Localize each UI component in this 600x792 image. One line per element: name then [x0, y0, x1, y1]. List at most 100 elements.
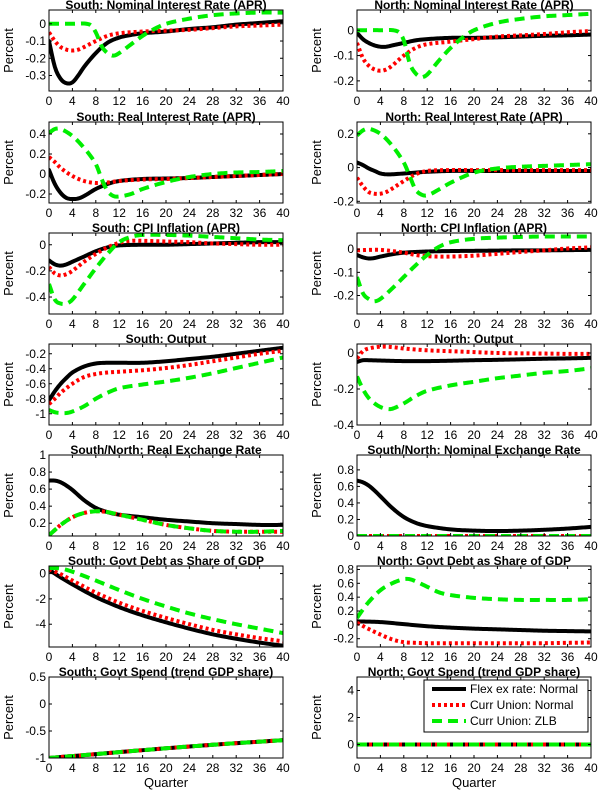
- panel-title: North: CPI Inflation (APR): [401, 221, 547, 235]
- y-axis-label: Percent: [1, 140, 16, 185]
- x-tick-label: 4: [69, 650, 76, 664]
- x-tick-label: 16: [136, 317, 150, 331]
- y-tick-label: -2: [35, 592, 46, 606]
- y-axis-label: Percent: [1, 362, 16, 407]
- y-tick-label: 0: [347, 529, 354, 543]
- x-tick-label: 40: [584, 94, 598, 108]
- x-tick-label: 20: [159, 650, 173, 664]
- x-tick-label: 16: [444, 428, 458, 442]
- x-tick-label: 28: [206, 317, 220, 331]
- y-tick-label: -0.3: [25, 68, 46, 82]
- x-tick-label: 36: [253, 94, 267, 108]
- panel-title: North: Output: [435, 332, 514, 346]
- x-tick-label: 0: [46, 317, 53, 331]
- y-tick-label: -0.2: [333, 74, 354, 88]
- x-tick-label: 28: [514, 206, 528, 220]
- x-tick-label: 12: [113, 761, 127, 775]
- x-tick-label: 8: [92, 650, 99, 664]
- series-flex-normal-line: [49, 240, 283, 268]
- y-tick-label: -0.1: [333, 49, 354, 63]
- legend-label: Curr Union: Normal: [470, 698, 573, 712]
- plot-area: [49, 345, 283, 416]
- panel-title: North: Govt Debt as Share of GDP: [377, 554, 571, 568]
- x-tick-label: 32: [230, 761, 244, 775]
- series-cu-normal-line: [357, 344, 591, 360]
- y-tick-label: -0.2: [25, 187, 46, 201]
- x-tick-label: 36: [253, 539, 267, 553]
- x-tick-label: 32: [538, 650, 552, 664]
- panel-title: South: Real Interest Rate (APR): [76, 110, 255, 124]
- x-tick-label: 4: [377, 317, 384, 331]
- x-tick-label: 24: [183, 206, 197, 220]
- series-cu-zlb-line: [49, 126, 283, 199]
- x-tick-label: 16: [444, 206, 458, 220]
- x-tick-label: 24: [491, 428, 505, 442]
- y-tick-label: 0.4: [29, 499, 46, 513]
- y-tick-label: 0: [347, 618, 354, 632]
- x-tick-label: 4: [69, 317, 76, 331]
- x-tick-label: 0: [46, 539, 53, 553]
- panel-title: South: Govt Spend (trend GDP share): [59, 665, 273, 679]
- panel-7: 0 4 8 12 16 20 24 28 32 36 40 -0.4 -0.2 0 North: Outpu…: [309, 332, 598, 442]
- x-tick-label: 36: [253, 428, 267, 442]
- panel-8: 0 4 8 12 16 20 24 28 32 36 40 0.2 0.4 0.6 0.8 1 South/No…: [1, 443, 290, 553]
- y-tick-label: -0.2: [333, 194, 354, 208]
- x-tick-label: 24: [183, 761, 197, 775]
- y-tick-label: -0.2: [333, 288, 354, 302]
- x-tick-label: 12: [113, 428, 127, 442]
- x-tick-label: 32: [538, 317, 552, 331]
- series-cu-zlb-line: [357, 126, 591, 198]
- y-tick-label: 0: [39, 167, 46, 181]
- y-axis-label: Percent: [309, 28, 324, 73]
- plot-area: [357, 11, 591, 80]
- x-tick-label: 32: [230, 650, 244, 664]
- y-tick-label: 4: [347, 684, 354, 698]
- x-tick-label: 40: [276, 94, 290, 108]
- x-tick-label: 36: [561, 761, 575, 775]
- y-tick-label: 0.4: [337, 590, 354, 604]
- plot-area: [49, 738, 283, 758]
- x-tick-label: 16: [136, 206, 150, 220]
- x-tick-label: 8: [400, 761, 407, 775]
- x-tick-label: 4: [69, 539, 76, 553]
- x-tick-label: 4: [377, 206, 384, 220]
- plot-area: [357, 344, 591, 412]
- y-tick-label: 0.5: [29, 670, 46, 684]
- x-tick-label: 28: [514, 428, 528, 442]
- x-tick-label: 16: [444, 539, 458, 553]
- x-tick-label: 28: [514, 539, 528, 553]
- x-tick-label: 12: [113, 539, 127, 553]
- x-tick-label: 28: [514, 317, 528, 331]
- x-tick-label: 16: [136, 650, 150, 664]
- series-cu-normal-line: [49, 22, 283, 53]
- x-tick-label: 4: [69, 761, 76, 775]
- y-axis-label: Percent: [309, 473, 324, 518]
- x-tick-label: 8: [400, 428, 407, 442]
- x-tick-label: 8: [92, 206, 99, 220]
- series-cu-normal-line: [49, 348, 283, 406]
- plot-area: [49, 10, 283, 86]
- legend-label: Flex ex rate: Normal: [470, 682, 578, 696]
- x-tick-label: 32: [230, 428, 244, 442]
- x-tick-label: 24: [491, 650, 505, 664]
- x-tick-label: 40: [584, 650, 598, 664]
- y-axis-label: Percent: [1, 584, 16, 629]
- x-tick-label: 20: [467, 317, 481, 331]
- y-tick-label: 0: [347, 23, 354, 37]
- y-axis-label: Percent: [1, 251, 16, 296]
- x-tick-label: 36: [253, 761, 267, 775]
- y-tick-label: -0.5: [25, 724, 46, 738]
- panel-title: North: Nominal Interest Rate (APR): [374, 0, 573, 12]
- x-tick-label: 24: [183, 539, 197, 553]
- x-tick-label: 24: [491, 94, 505, 108]
- panel-title: North: Real Interest Rate (APR): [385, 110, 562, 124]
- panel-6: 0 4 8 12 16 20 24 28 32 36 40 -1-0.8-0.6-0.4-0.2 Sou…: [1, 332, 290, 442]
- x-tick-label: 0: [46, 761, 53, 775]
- series-cu-zlb-line: [49, 566, 283, 636]
- x-tick-label: 12: [113, 206, 127, 220]
- y-tick-label: -0.8: [25, 392, 46, 406]
- x-tick-label: 32: [230, 206, 244, 220]
- series-flex-normal-line: [49, 567, 283, 647]
- x-tick-label: 8: [400, 539, 407, 553]
